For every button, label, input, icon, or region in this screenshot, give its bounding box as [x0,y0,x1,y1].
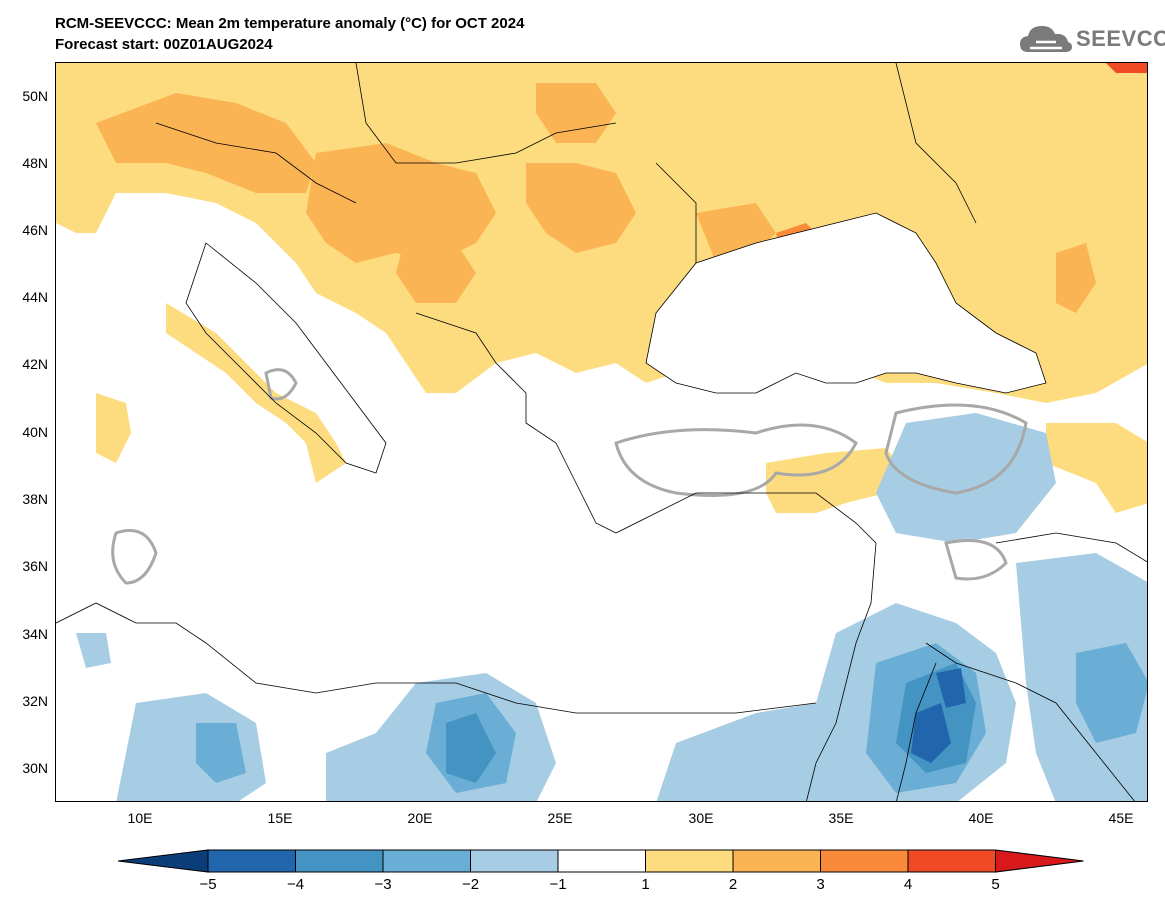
colorbar-segment [645,849,734,873]
colorbar [118,849,1084,873]
colorbar-extend-low [118,849,209,873]
lat-label: 34N [22,626,48,642]
seevccc-logo: SEEVCCC [1018,22,1165,56]
colorbar-segment [295,849,384,873]
colorbar-segment [382,849,471,873]
black-sea [645,212,1047,394]
lat-label: 46N [22,222,48,238]
lon-label: 35E [828,810,854,826]
colorbar-segment [820,849,909,873]
map-panel [55,62,1148,802]
anomaly-area-pos2 [96,93,316,193]
zero-contour [111,368,1028,585]
colorbar-label: 4 [903,876,913,893]
lat-label: 48N [22,155,48,171]
coastlines [56,63,1147,801]
colorbar-segment [907,849,996,873]
lat-label: 40N [22,424,48,440]
colorbar-label: 1 [641,876,650,893]
lat-label: 44N [22,289,48,305]
lon-label: 25E [547,810,573,826]
lat-label: 42N [22,356,48,372]
lon-label: 40E [968,810,994,826]
lat-label: 38N [22,491,48,507]
colorbar-extend-high [995,849,1084,873]
colorbar-label: 3 [816,876,825,893]
colorbar-label: −5 [199,876,217,893]
colorbar-segment [557,849,646,873]
lon-label: 10E [127,810,153,826]
colorbar-label: −2 [461,876,480,893]
colorbar-segment [207,849,296,873]
colorbar-label: −3 [374,876,392,893]
colorbar-label: 2 [728,876,738,893]
lat-label: 30N [22,760,48,776]
anomaly-area-neg1 [876,413,1056,543]
mediterranean-sea [56,493,846,713]
colorbar-segment [732,849,821,873]
lon-label: 30E [688,810,714,826]
lon-label: 20E [407,810,433,826]
colorbar-label: −4 [286,876,305,893]
lon-label: 15E [267,810,293,826]
cloud-icon [1020,26,1072,52]
colorbar-label: 5 [991,876,1000,893]
colorbar-segment [470,849,559,873]
lat-label: 36N [22,558,48,574]
logo-text: SEEVCCC [1076,26,1165,51]
title-line-1: RCM-SEEVCCC: Mean 2m temperature anomaly… [55,15,525,32]
lat-label: 32N [22,693,48,709]
title-line-2: Forecast start: 00Z01AUG2024 [55,36,273,53]
lat-label: 50N [22,88,48,104]
anomaly-map [56,63,1147,801]
anomaly-area-neg4 [911,703,951,763]
colorbar-label: −1 [549,876,567,893]
lon-label: 45E [1108,810,1134,826]
